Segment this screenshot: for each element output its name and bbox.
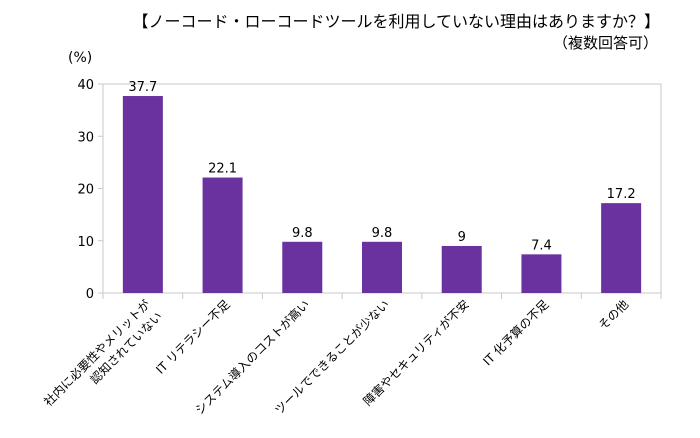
bar — [362, 241, 402, 293]
y-axis-label: (%) — [68, 50, 93, 66]
data-label: 22.1 — [208, 162, 237, 177]
data-label: 7.4 — [531, 238, 552, 253]
bar — [601, 203, 642, 293]
data-label: 17.2 — [607, 187, 636, 202]
y-tick-label: 0 — [86, 287, 94, 302]
bar — [282, 241, 323, 293]
data-label: 9.8 — [292, 226, 313, 241]
data-label: 37.7 — [128, 80, 157, 95]
y-tick-label: 20 — [77, 183, 94, 198]
bar — [202, 177, 243, 293]
bar — [122, 96, 163, 293]
y-tick-label: 40 — [77, 78, 94, 93]
bar — [521, 254, 562, 293]
data-label: 9 — [458, 230, 466, 245]
chart-title: 【ノーコード・ローコードツールを利用していない理由はありますか？】 — [132, 12, 660, 31]
data-label: 9.8 — [372, 226, 393, 241]
x-tick-label: その他 — [596, 297, 631, 332]
y-tick-label: 30 — [77, 130, 94, 145]
y-tick-label: 10 — [77, 235, 94, 250]
x-tick-label: IT リテラシー不足 — [153, 297, 233, 377]
bar — [441, 245, 482, 293]
x-tick-label: IT 化予算の不足 — [480, 297, 552, 369]
chart-subtitle: （複数回答可） — [552, 34, 658, 52]
x-tick-label: 社内に必要性やメリットが — [41, 297, 153, 409]
